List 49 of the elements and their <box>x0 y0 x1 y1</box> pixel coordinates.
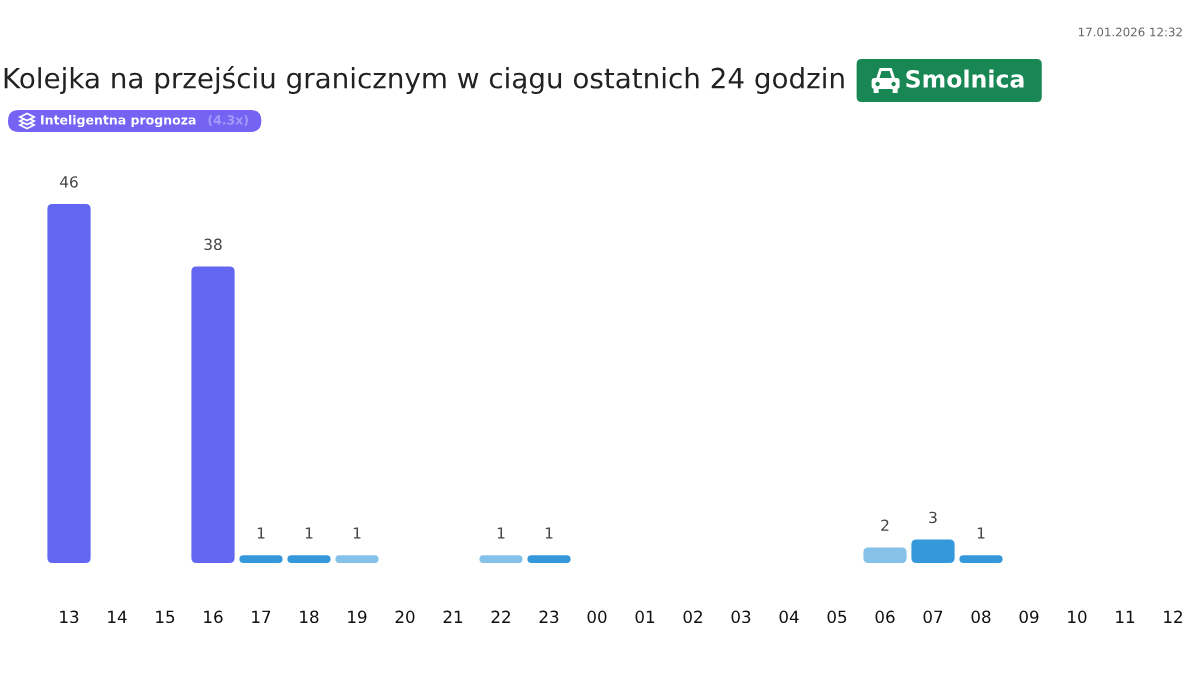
bar <box>239 555 283 563</box>
data-label: 1 <box>545 527 553 539</box>
bar <box>47 204 91 563</box>
x-tick-label: 11 <box>1116 610 1135 623</box>
x-tick-label: 13 <box>60 610 79 624</box>
data-label: 2 <box>881 519 889 531</box>
x-tick-label: 15 <box>156 610 175 624</box>
x-tick-label: 06 <box>875 610 895 624</box>
x-tick-label: 14 <box>108 610 127 623</box>
chart-subtitle: Smolnica <box>906 69 1024 88</box>
x-tick-label: 05 <box>827 610 847 624</box>
text: 17.01.2026 12:32 <box>1078 27 1182 37</box>
x-tick-label: 22 <box>491 610 510 623</box>
x-tick-label: 03 <box>731 610 751 624</box>
x-tick-label: 16 <box>204 610 223 624</box>
x-tick-label: 12 <box>1164 610 1182 623</box>
x-tick-label: 07 <box>923 610 943 624</box>
x-tick-label: 23 <box>539 610 559 624</box>
x-tick-label: 17 <box>252 610 271 623</box>
x-tick-label: 09 <box>1019 610 1039 624</box>
data-label: 46 <box>60 176 78 188</box>
bar <box>335 555 379 563</box>
x-tick-label: 01 <box>635 610 655 624</box>
x-tick-label: 20 <box>395 610 415 624</box>
x-tick-label: 10 <box>1068 610 1087 624</box>
data-label: 1 <box>977 527 985 539</box>
data-label: 3 <box>929 511 937 524</box>
text: (4.3x) <box>208 114 248 127</box>
x-tick-label: 18 <box>300 610 319 624</box>
x-tick-label: 00 <box>587 610 607 624</box>
bar <box>911 539 955 563</box>
x-tick-label: 02 <box>683 610 702 624</box>
x-tick-label: 21 <box>443 610 463 623</box>
bar <box>191 266 235 563</box>
x-tick-label: 19 <box>348 610 367 624</box>
bar <box>527 555 571 563</box>
data-label: 38 <box>204 238 222 251</box>
chart-title: Kolejka na przejściu granicznym w ciągu ostatnich 24 godzin <box>4 66 844 94</box>
data-label: 1 <box>305 527 313 539</box>
bar <box>287 555 331 563</box>
x-tick-label: 08 <box>971 610 991 624</box>
data-label: 1 <box>353 527 361 539</box>
bar <box>479 555 523 563</box>
text: Inteligentna prognoza <box>41 114 196 128</box>
bar <box>863 547 907 563</box>
data-label: 1 <box>497 527 505 539</box>
data-label: 1 <box>257 527 265 539</box>
x-tick-label: 04 <box>779 610 799 624</box>
bar <box>959 555 1003 563</box>
